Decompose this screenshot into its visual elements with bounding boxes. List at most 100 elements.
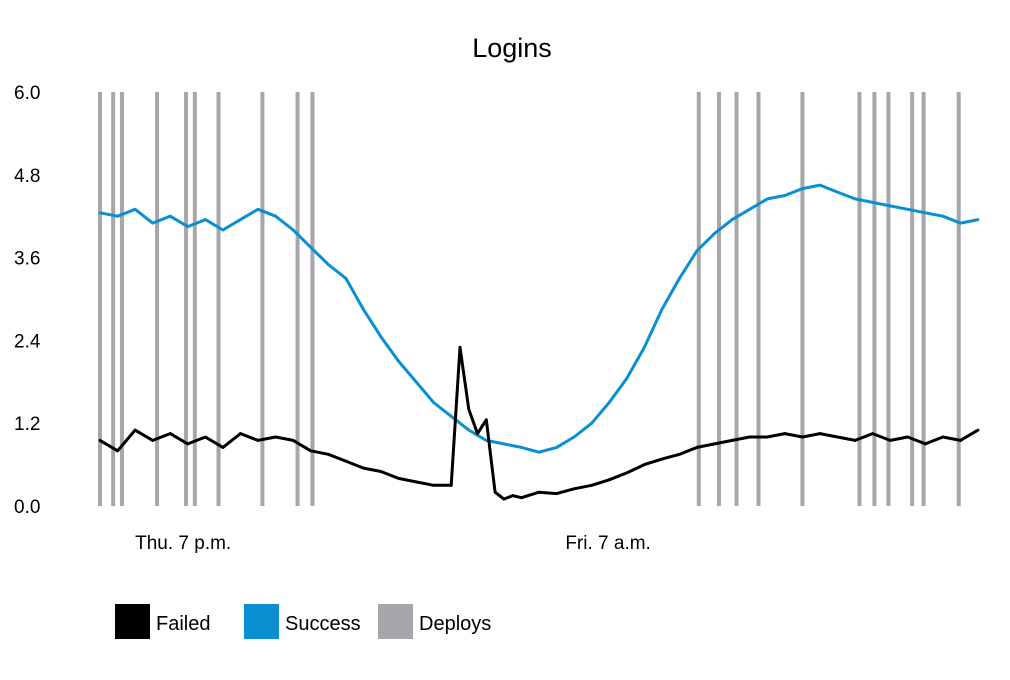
failed-data-point [221,445,225,449]
failed-data-point [256,439,260,442]
success-data-point [555,445,558,449]
failed-data-point [432,483,436,487]
failed-data-point [449,483,453,487]
x-axis: Thu. 7 p.m. Fri. 7 a.m. [135,533,651,554]
failed-data-point [678,452,681,456]
legend-swatch-failed [115,604,150,639]
success-data-point [520,445,523,449]
y-tick-label: 6.0 [14,83,40,104]
failed-data-point [344,459,348,463]
failed-data-point [362,466,365,470]
success-data-point [572,435,576,439]
failed-data-point [836,435,839,439]
success-data-point [432,401,436,404]
failed-data-point [476,432,479,435]
success-data-point [256,207,260,211]
failed-data-point [818,432,822,435]
failed-data-point [765,435,769,439]
failed-data-point [906,435,910,439]
success-data-point [607,401,611,404]
y-axis: 0.0 1.2 2.4 3.6 4.8 6.0 [14,83,41,518]
success-data-point [748,207,752,211]
failed-data-point [309,449,313,453]
success-data-point [168,214,172,218]
success-data-point [642,345,646,349]
failed-data-point [326,452,330,456]
success-data-point [976,218,980,222]
success-data-point [959,221,962,225]
failed-data-point [493,490,497,494]
success-data-point [836,190,839,194]
failed-data-point [959,439,962,442]
success-data-point [888,204,892,208]
success-data-point [116,214,119,218]
success-data-point [713,232,716,235]
y-tick-label: 3.6 [14,249,40,270]
success-data-point [326,263,330,266]
failed-data-point [660,457,664,461]
failed-data-point [783,432,787,435]
failed-data-point [520,496,523,500]
failed-data-point [713,442,716,446]
failed-data-point [151,439,155,442]
failed-data-point [203,435,207,439]
success-data-point [941,214,945,218]
success-data-point [397,359,400,363]
failed-data-point [607,478,611,482]
success-data-point [818,183,822,187]
success-data-point [379,335,383,339]
failed-data-point [625,471,629,475]
y-tick-label: 4.8 [14,166,40,187]
failed-series-line [99,345,979,501]
success-data-point [871,201,875,204]
success-data-point [801,187,804,191]
success-data-point [151,221,155,225]
failed-data-point [291,439,295,442]
success-data-point [344,276,348,280]
failed-data-point [976,428,980,432]
success-data-point [309,245,313,249]
x-tick-label: Thu. 7 p.m. [135,533,231,554]
success-data-point [291,228,295,232]
failed-data-point [274,435,277,439]
failed-data-point [116,449,119,453]
success-data-point [502,442,506,446]
failed-data-point [871,432,875,435]
failed-data-point [239,432,242,435]
success-data-point [730,218,734,222]
success-data-point [274,214,277,218]
failed-data-point [801,435,804,439]
failed-data-point [555,492,558,495]
success-series-line [99,183,979,454]
success-data-point [484,439,488,442]
failed-data-point [502,497,506,501]
success-data-point [678,276,681,280]
failed-data-point [414,480,418,484]
x-tick-label: Fri. 7 a.m. [565,533,651,554]
success-data-point [239,218,242,222]
failed-data-point [484,418,488,422]
failed-data-point [98,439,102,442]
success-data-point [853,197,857,201]
legend-label-success: Success [285,613,361,635]
success-data-point [695,249,699,253]
failed-data-point [168,432,172,435]
failed-data-point [923,442,927,446]
success-data-point [449,414,453,418]
success-data-point [923,211,927,215]
y-tick-label: 1.2 [14,414,40,435]
failed-data-point [941,435,945,439]
failed-data-point [730,439,734,442]
success-data-point [203,218,207,222]
failed-data-point [186,442,190,446]
success-data-point [186,225,190,228]
failed-data-point [511,494,515,498]
legend: Failed Success Deploys [115,604,491,639]
failed-data-point [642,463,646,466]
success-data-point [133,207,137,211]
failed-data-point [695,445,699,449]
failed-data-point [888,439,892,442]
y-tick-label: 0.0 [14,497,40,518]
success-data-point [362,307,365,311]
